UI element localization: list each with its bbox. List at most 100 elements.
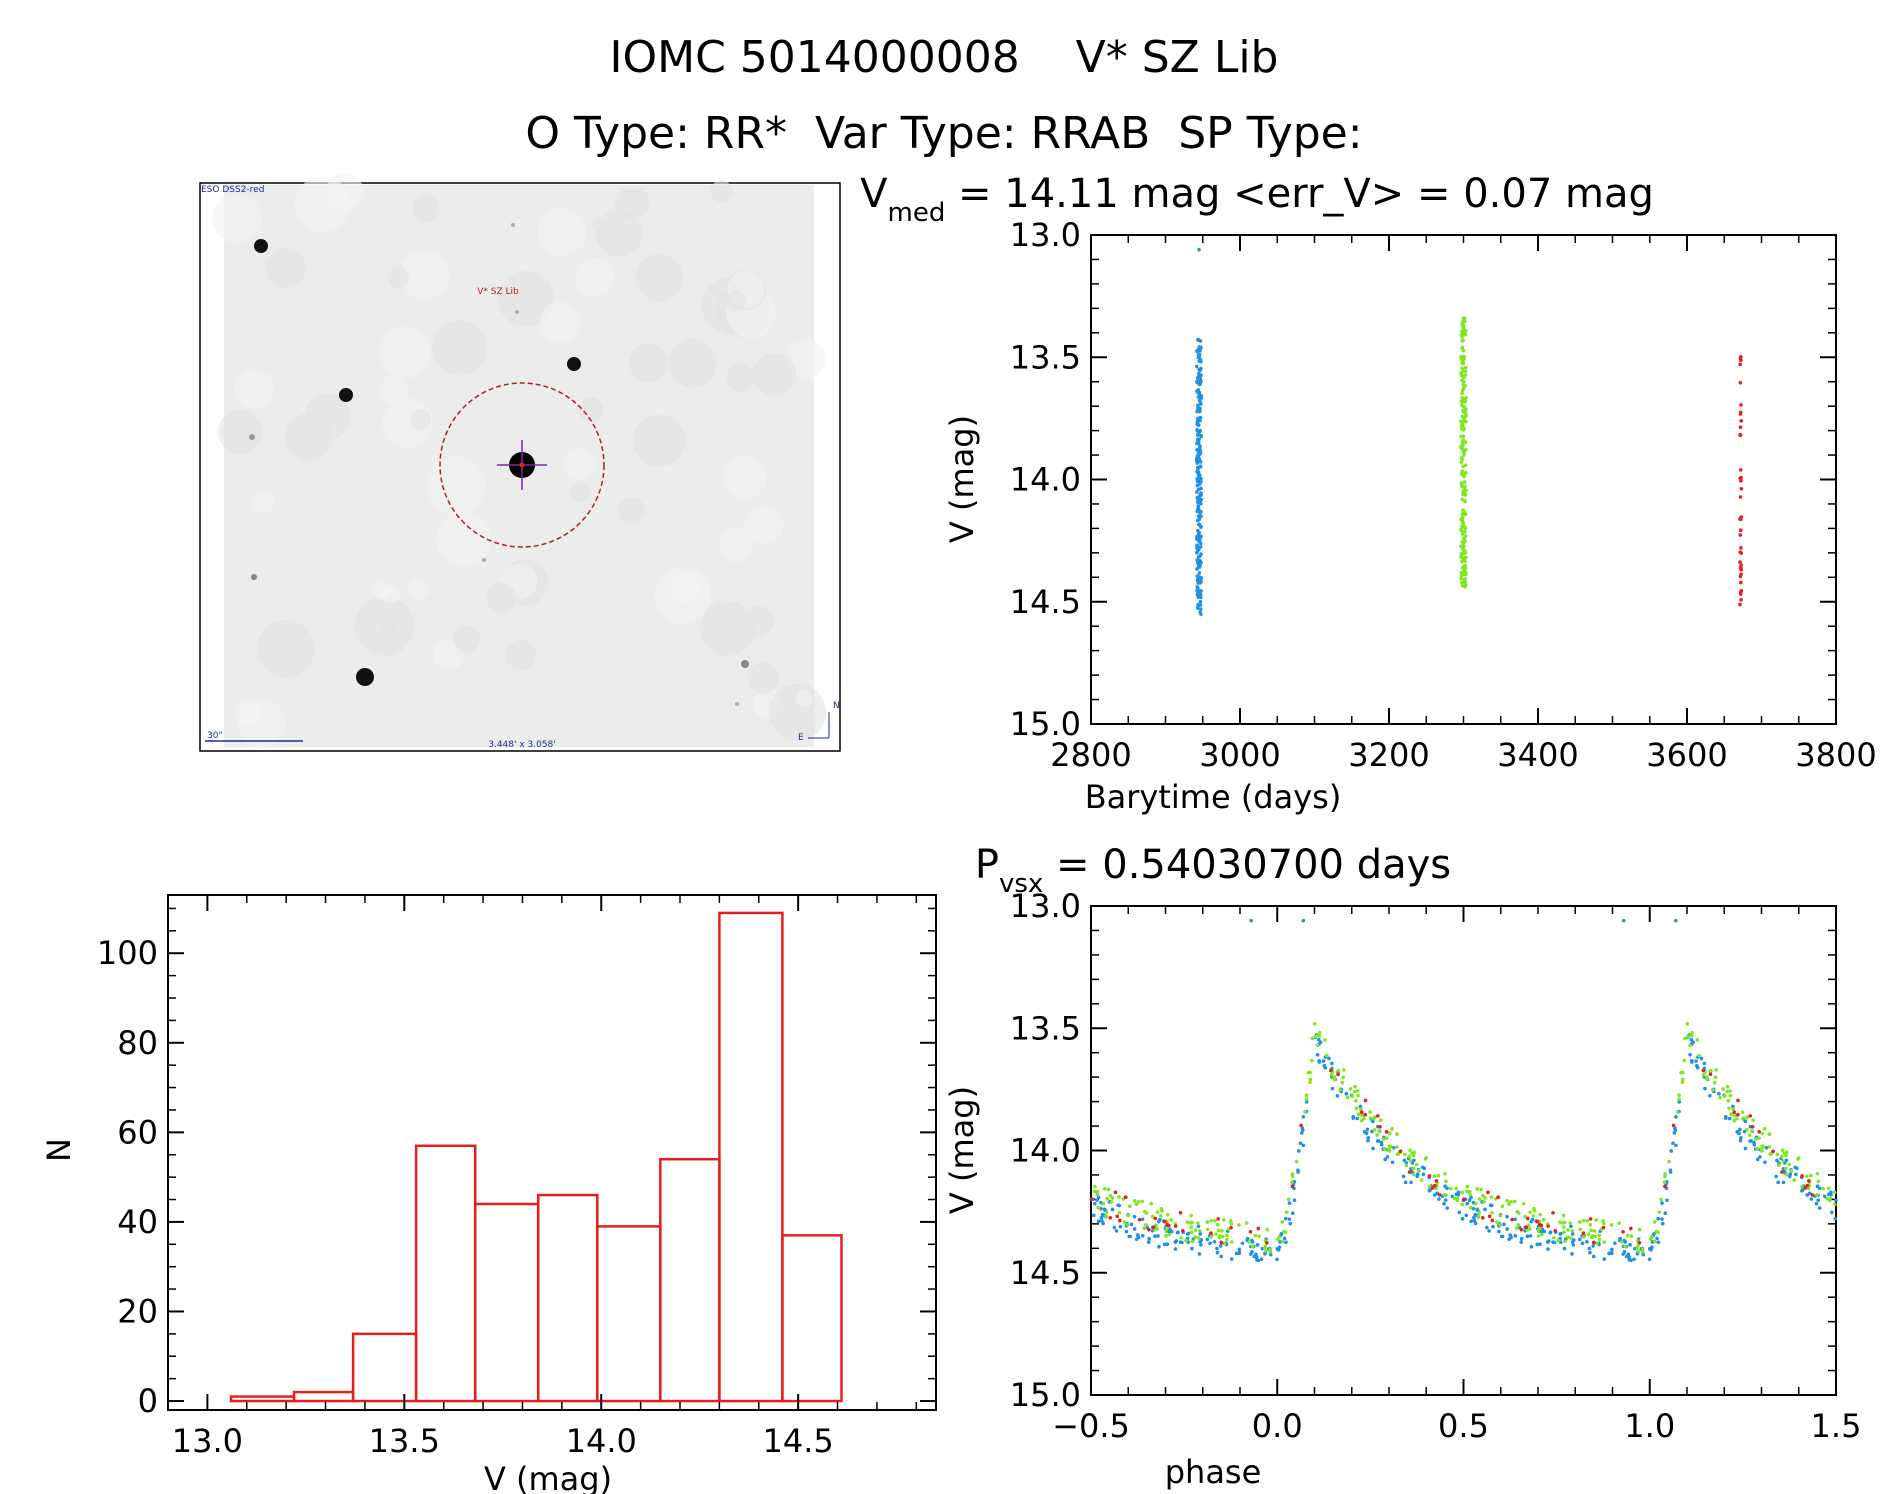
phased-curve-point xyxy=(1721,1087,1725,1091)
phased-curve-point xyxy=(1144,1211,1149,1215)
light-curve-point xyxy=(1196,581,1201,585)
phased-curve-point xyxy=(1173,1224,1178,1228)
sky-noise-blob xyxy=(380,616,399,634)
phased-curve-point xyxy=(1787,1162,1791,1167)
histogram-bar xyxy=(536,1193,599,1403)
phased-curve-point xyxy=(1359,1107,1363,1112)
phased-curve-point xyxy=(1776,1180,1780,1185)
phased-curve-point xyxy=(1505,1214,1509,1219)
phased-curve-point xyxy=(1486,1190,1490,1195)
phased-curve-point xyxy=(1677,1100,1682,1104)
light-curve-point xyxy=(1463,512,1468,517)
light-curve-point xyxy=(1462,328,1467,332)
phased-curve-point xyxy=(1686,1034,1690,1039)
phased-curve-point xyxy=(1810,1193,1815,1197)
phased-curve-point xyxy=(1185,1220,1190,1224)
north-label: N xyxy=(833,701,840,711)
light-curve-point xyxy=(1738,533,1743,537)
phased-curve-point xyxy=(1199,1238,1204,1242)
phased-curve-x-tick-label: 0.0 xyxy=(1252,1407,1303,1445)
phased-curve-point xyxy=(1229,1221,1234,1226)
light-curve-point xyxy=(1461,379,1466,384)
phased-curve-point xyxy=(1225,1233,1229,1238)
phased-curve-point xyxy=(1237,1223,1241,1227)
light-curve-point xyxy=(1738,362,1743,367)
phased-curve-point xyxy=(1745,1115,1750,1119)
light-curve-point xyxy=(1463,559,1467,563)
phased-curve-point xyxy=(1092,1213,1096,1218)
light-curve-point xyxy=(1464,488,1468,493)
light-curve-point xyxy=(1197,517,1202,521)
light-curve-point xyxy=(1463,369,1468,374)
phased-curve-point xyxy=(1186,1231,1191,1236)
phased-curve-point xyxy=(1409,1180,1413,1185)
phased-curve-point xyxy=(1650,1245,1654,1249)
light-curve-point xyxy=(1738,574,1743,579)
phased-curve-point xyxy=(1809,1173,1813,1178)
light-curve-point xyxy=(1461,438,1466,442)
light-curve-point xyxy=(1196,403,1200,408)
phased-curve-point xyxy=(1313,1034,1318,1039)
phased-curve-point xyxy=(1702,1072,1706,1077)
light-curve-x-tick-label: 3000 xyxy=(1199,736,1280,774)
phased-curve-point xyxy=(1487,1214,1492,1219)
light-curve-point xyxy=(1196,338,1201,343)
phased-curve-point xyxy=(1104,1214,1108,1218)
phased-curve-point xyxy=(1308,1077,1313,1082)
phased-curve-point xyxy=(1304,1100,1309,1104)
sky-noise-blob xyxy=(380,584,400,604)
phased-curve-point xyxy=(1629,1234,1634,1238)
phased-curve-point xyxy=(1680,1077,1685,1082)
phased-curve-point xyxy=(1539,1229,1544,1234)
phased-curve-point xyxy=(1093,1184,1097,1189)
scale-label: 30" xyxy=(207,731,223,741)
light-curve-point xyxy=(1739,563,1743,567)
phased-curve-ylabel: V (mag) xyxy=(943,1086,981,1214)
phased-curve-point xyxy=(1214,1232,1218,1236)
phased-curve-point xyxy=(1427,1184,1432,1189)
phased-curve-point xyxy=(1099,1215,1104,1220)
phased-curve-point xyxy=(1134,1202,1139,1206)
phased-curve-point xyxy=(1505,1227,1509,1231)
phased-curve-xlabel: phase xyxy=(1165,1453,1262,1491)
phased-curve-point xyxy=(1469,1219,1473,1224)
phased-curve-point xyxy=(1473,1212,1477,1217)
light-curve-point xyxy=(1738,560,1742,564)
phased-curve-point xyxy=(1609,1223,1614,1227)
phased-curve-point xyxy=(1585,1239,1589,1244)
sky-noise-blob xyxy=(723,455,767,499)
phased-curve-point xyxy=(1287,1201,1292,1205)
phased-curve-point xyxy=(1800,1174,1804,1178)
phased-curve-point xyxy=(1379,1142,1384,1147)
star xyxy=(511,223,515,227)
phased-curve-point xyxy=(1335,1093,1340,1098)
phased-curve-point xyxy=(1149,1201,1153,1206)
light-curve-point xyxy=(1199,612,1203,616)
phased-curve-point xyxy=(1304,1093,1309,1098)
light-curve-point xyxy=(1459,555,1463,559)
phased-curve-point xyxy=(1387,1149,1392,1153)
phased-curve-point xyxy=(1450,1194,1455,1199)
phased-curve-point xyxy=(1424,1155,1428,1160)
phased-curve-point xyxy=(1538,1242,1542,1247)
phased-curve-point xyxy=(1280,1239,1285,1244)
phased-curve-point xyxy=(1141,1233,1145,1238)
phased-curve-point xyxy=(1294,1159,1299,1164)
sky-noise-blob xyxy=(575,257,615,298)
phased-curve-point xyxy=(1277,1245,1282,1249)
phased-curve-point xyxy=(1205,1237,1210,1242)
target-center-mark xyxy=(519,462,525,468)
histogram-bar xyxy=(473,1202,540,1403)
phased-curve-point xyxy=(1116,1203,1120,1207)
phased-curve-point xyxy=(1178,1211,1183,1215)
phased-curve-point xyxy=(1471,1206,1476,1211)
histogram-plot-frame xyxy=(167,894,937,1411)
phased-curve-point xyxy=(1158,1214,1163,1218)
phased-curve-point xyxy=(1578,1227,1582,1232)
phased-curve-point xyxy=(1398,1149,1403,1154)
light-curve-point xyxy=(1459,517,1463,522)
phased-curve-point xyxy=(1299,1123,1303,1128)
phased-curve-point xyxy=(1292,1198,1297,1203)
phased-curve-point xyxy=(1757,1129,1761,1134)
phased-curve-point xyxy=(1656,1240,1661,1245)
